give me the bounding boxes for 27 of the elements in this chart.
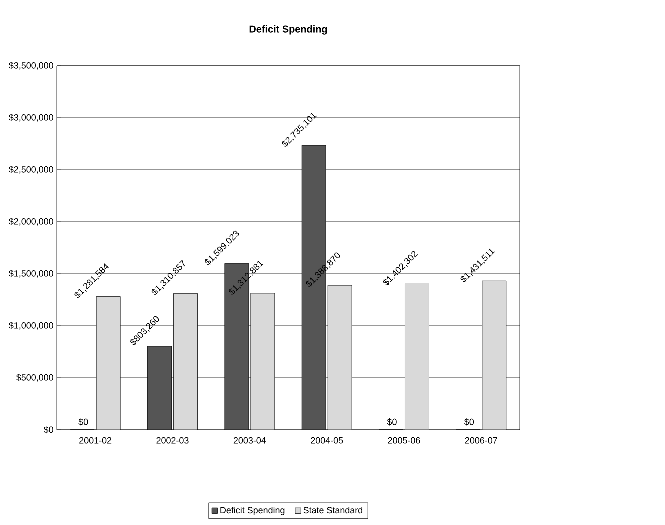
bar <box>148 346 172 430</box>
y-tick-label: $1,000,000 <box>9 322 54 330</box>
legend-label: Deficit Spending <box>220 506 285 516</box>
bar <box>174 293 198 430</box>
bar <box>96 296 121 430</box>
x-tick-label: 2001-02 <box>80 437 112 444</box>
legend-label: State Standard <box>304 506 363 514</box>
bar <box>250 293 276 430</box>
bar <box>328 285 352 430</box>
y-tick-label: $500,000 <box>16 374 54 382</box>
y-tick-label: $2,000,000 <box>9 218 54 226</box>
data-label: $0 <box>464 418 474 426</box>
data-label: $0 <box>78 418 88 426</box>
x-tick-label: 2005-06 <box>388 437 420 444</box>
x-tick-label: 2003-04 <box>234 437 266 444</box>
y-tick-label: $1,500,000 <box>9 270 54 278</box>
x-tick-label: 2004-05 <box>311 437 344 444</box>
y-tick-label: $3,000,000 <box>9 114 54 122</box>
chart-title: Deficit Spending <box>250 26 328 35</box>
bar <box>482 280 507 430</box>
data-label: $0 <box>387 418 397 426</box>
bar <box>405 284 430 430</box>
y-tick-label: $2,500,000 <box>9 166 54 174</box>
x-tick-label: 2006-07 <box>465 437 498 444</box>
y-tick-label: $3,500,000 <box>9 62 54 70</box>
x-tick-label: 2002-03 <box>156 437 189 444</box>
y-tick-label: $0 <box>44 426 54 434</box>
